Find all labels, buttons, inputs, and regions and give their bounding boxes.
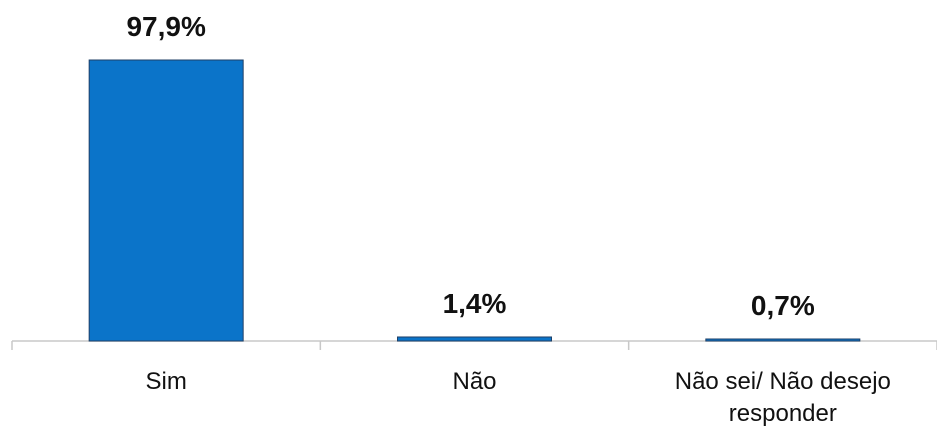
value-label: 1,4% xyxy=(443,288,507,319)
value-label: 97,9% xyxy=(126,11,205,42)
value-label: 0,7% xyxy=(751,290,815,321)
bar xyxy=(88,59,244,342)
x-tick-label: Sim xyxy=(145,368,187,395)
bar xyxy=(705,338,861,342)
x-tick-label: Não xyxy=(452,368,497,395)
x-tick-label: Não sei/ Não desejo responder xyxy=(674,368,891,427)
bar xyxy=(397,336,552,342)
